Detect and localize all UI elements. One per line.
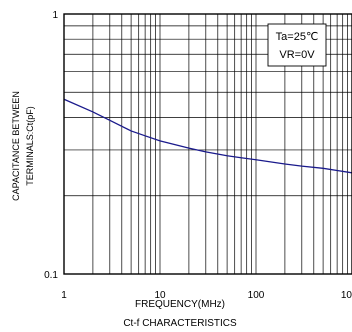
x-axis-label: FREQUENCY(MHz) [135,299,225,310]
y-axis-label-line-1: CAPACITANCE BETWEEN [11,91,21,201]
y-tick-label: 1 [52,10,58,21]
legend-line-ta: Ta=25℃ [276,31,319,43]
y-tick-label: 0.1 [44,270,58,281]
plot-frame [63,13,352,275]
y-axis-label-line-2: TERMINALS:Ct(pF) [25,106,35,186]
legend-box [267,23,327,67]
y-tick-labels: 0.11 [44,10,58,281]
legend-line-vr: VR=0V [279,49,315,61]
x-tick-label: 100 [248,290,265,301]
x-tick-label: 1000 [341,290,352,301]
x-tick-label: 1 [61,290,67,301]
series-curves [63,98,352,174]
series-line [63,98,352,174]
legend: Ta=25℃ VR=0V [267,23,327,67]
x-tick-labels: 1 10 100 1000 [61,290,352,301]
y-axis-label: CAPACITANCE BETWEEN TERMINALS:Ct(pF) [11,91,35,201]
chart-caption: Ct-f CHARACTERISTICS [123,318,237,329]
grid [64,14,352,274]
x-tick-label: 10 [154,290,166,301]
